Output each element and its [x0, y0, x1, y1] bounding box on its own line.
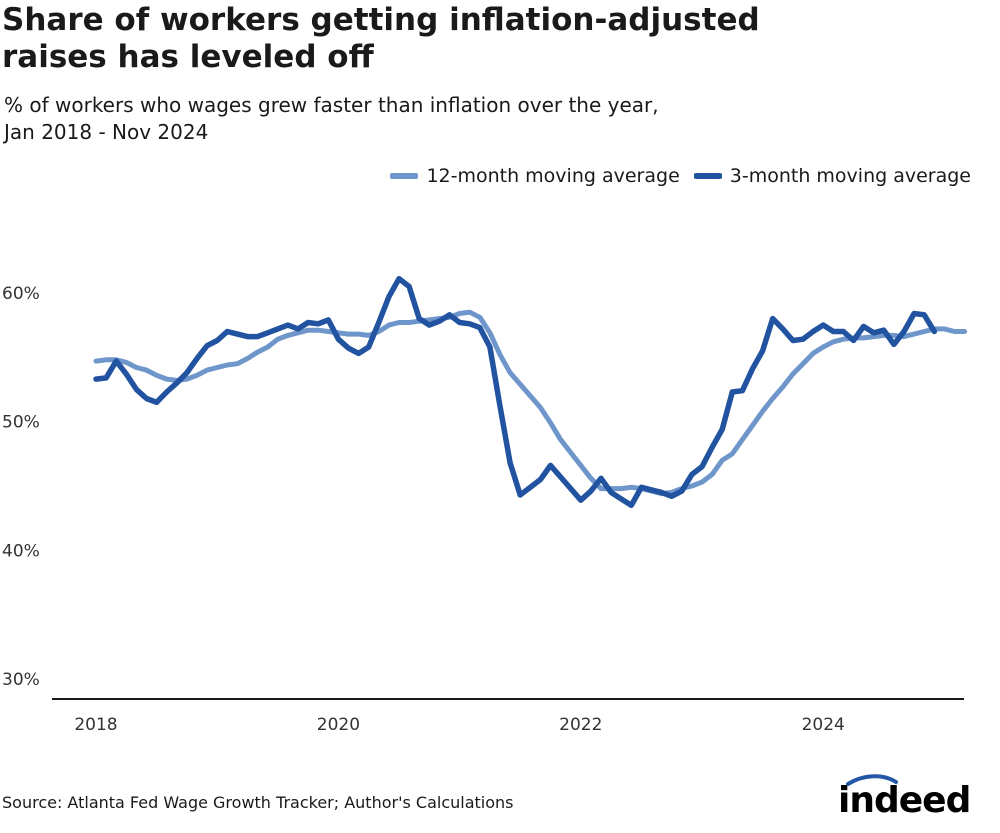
y-tick-label: 50%: [2, 413, 40, 433]
x-tick-label: 2022: [559, 715, 602, 735]
y-tick-label: 60%: [2, 284, 40, 304]
indeed-logo: indeed: [834, 772, 974, 826]
chart-title: Share of workers getting inflation-adjus…: [2, 2, 760, 75]
source-note: Source: Atlanta Fed Wage Growth Tracker;…: [2, 793, 514, 812]
legend-item-12-month: 12-month moving average: [390, 165, 680, 187]
legend-label-12-month: 12-month moving average: [426, 165, 680, 187]
legend-swatch-3-month: [693, 173, 722, 179]
legend-swatch-12-month: [390, 173, 419, 179]
indeed-logo-mark: indeed: [838, 774, 971, 821]
legend: 12-month moving average 3-month moving a…: [390, 165, 971, 187]
x-tick-label: 2020: [317, 715, 360, 735]
x-tick-label: 2018: [74, 715, 117, 735]
y-tick-label: 40%: [2, 541, 40, 561]
x-tick-label: 2024: [802, 715, 845, 735]
series-line-3-month: [93, 275, 938, 509]
chart-subtitle: % of workers who wages grew faster than …: [4, 93, 659, 144]
series-line-12-month: [93, 309, 968, 497]
legend-item-3-month: 3-month moving average: [693, 165, 971, 187]
legend-label-3-month: 3-month moving average: [729, 165, 971, 187]
logo-wordmark: indeed: [838, 780, 970, 821]
y-tick-label: 30%: [2, 670, 40, 690]
